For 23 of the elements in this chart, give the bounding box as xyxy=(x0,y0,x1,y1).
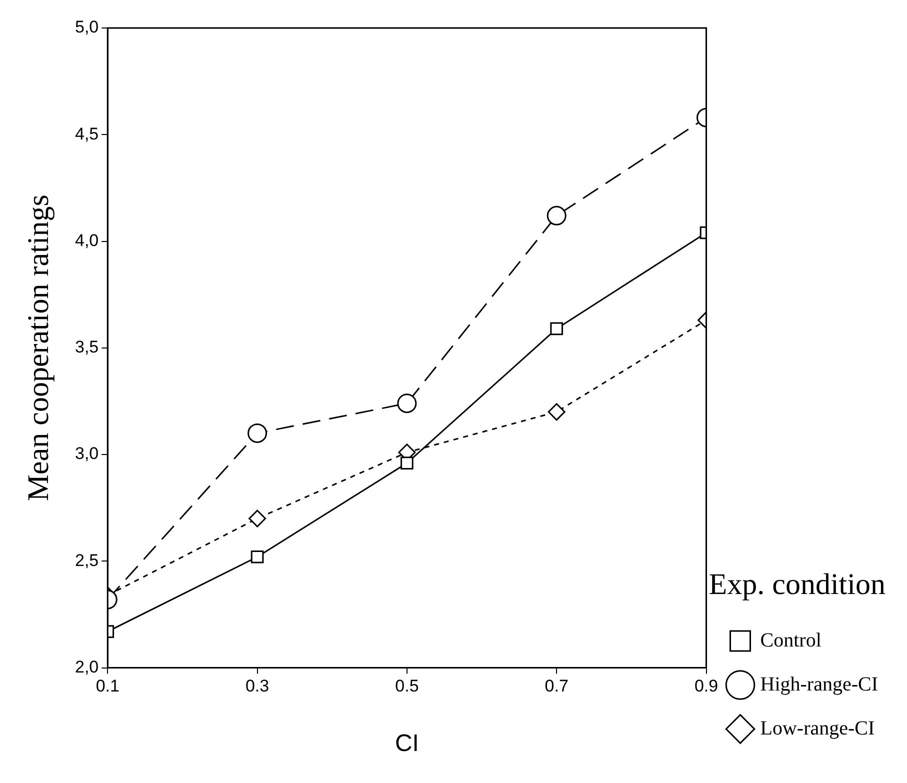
y-axis-title: Mean cooperation ratings xyxy=(22,194,55,502)
x-tick-label: 0.5 xyxy=(395,676,419,696)
legend-title: Exp. condition xyxy=(708,568,886,601)
x-tick-label: 0.9 xyxy=(694,676,718,696)
y-tick-label: 2,5 xyxy=(74,550,99,570)
x-tick-label: 0.7 xyxy=(544,676,568,696)
legend-label: High-range-CI xyxy=(760,673,878,696)
y-tick-label: 4,0 xyxy=(74,230,99,250)
y-tick-label: 5,0 xyxy=(74,18,99,37)
y-tick-label: 4,5 xyxy=(74,124,99,144)
point xyxy=(248,510,266,528)
point xyxy=(248,423,268,443)
x-tick-label: 0.3 xyxy=(245,676,270,696)
point xyxy=(400,456,414,470)
legend-label: Low-range-CI xyxy=(760,717,875,740)
legend-label: Control xyxy=(760,629,822,652)
y-tick-label: 3,0 xyxy=(74,444,99,464)
point xyxy=(250,550,264,564)
x-axis-title: CI xyxy=(394,730,419,758)
y-tick-label: 3,5 xyxy=(74,338,99,357)
y-tick-label: 2,0 xyxy=(74,657,99,676)
point xyxy=(397,394,417,414)
x-tick-label: 0.1 xyxy=(96,676,120,696)
